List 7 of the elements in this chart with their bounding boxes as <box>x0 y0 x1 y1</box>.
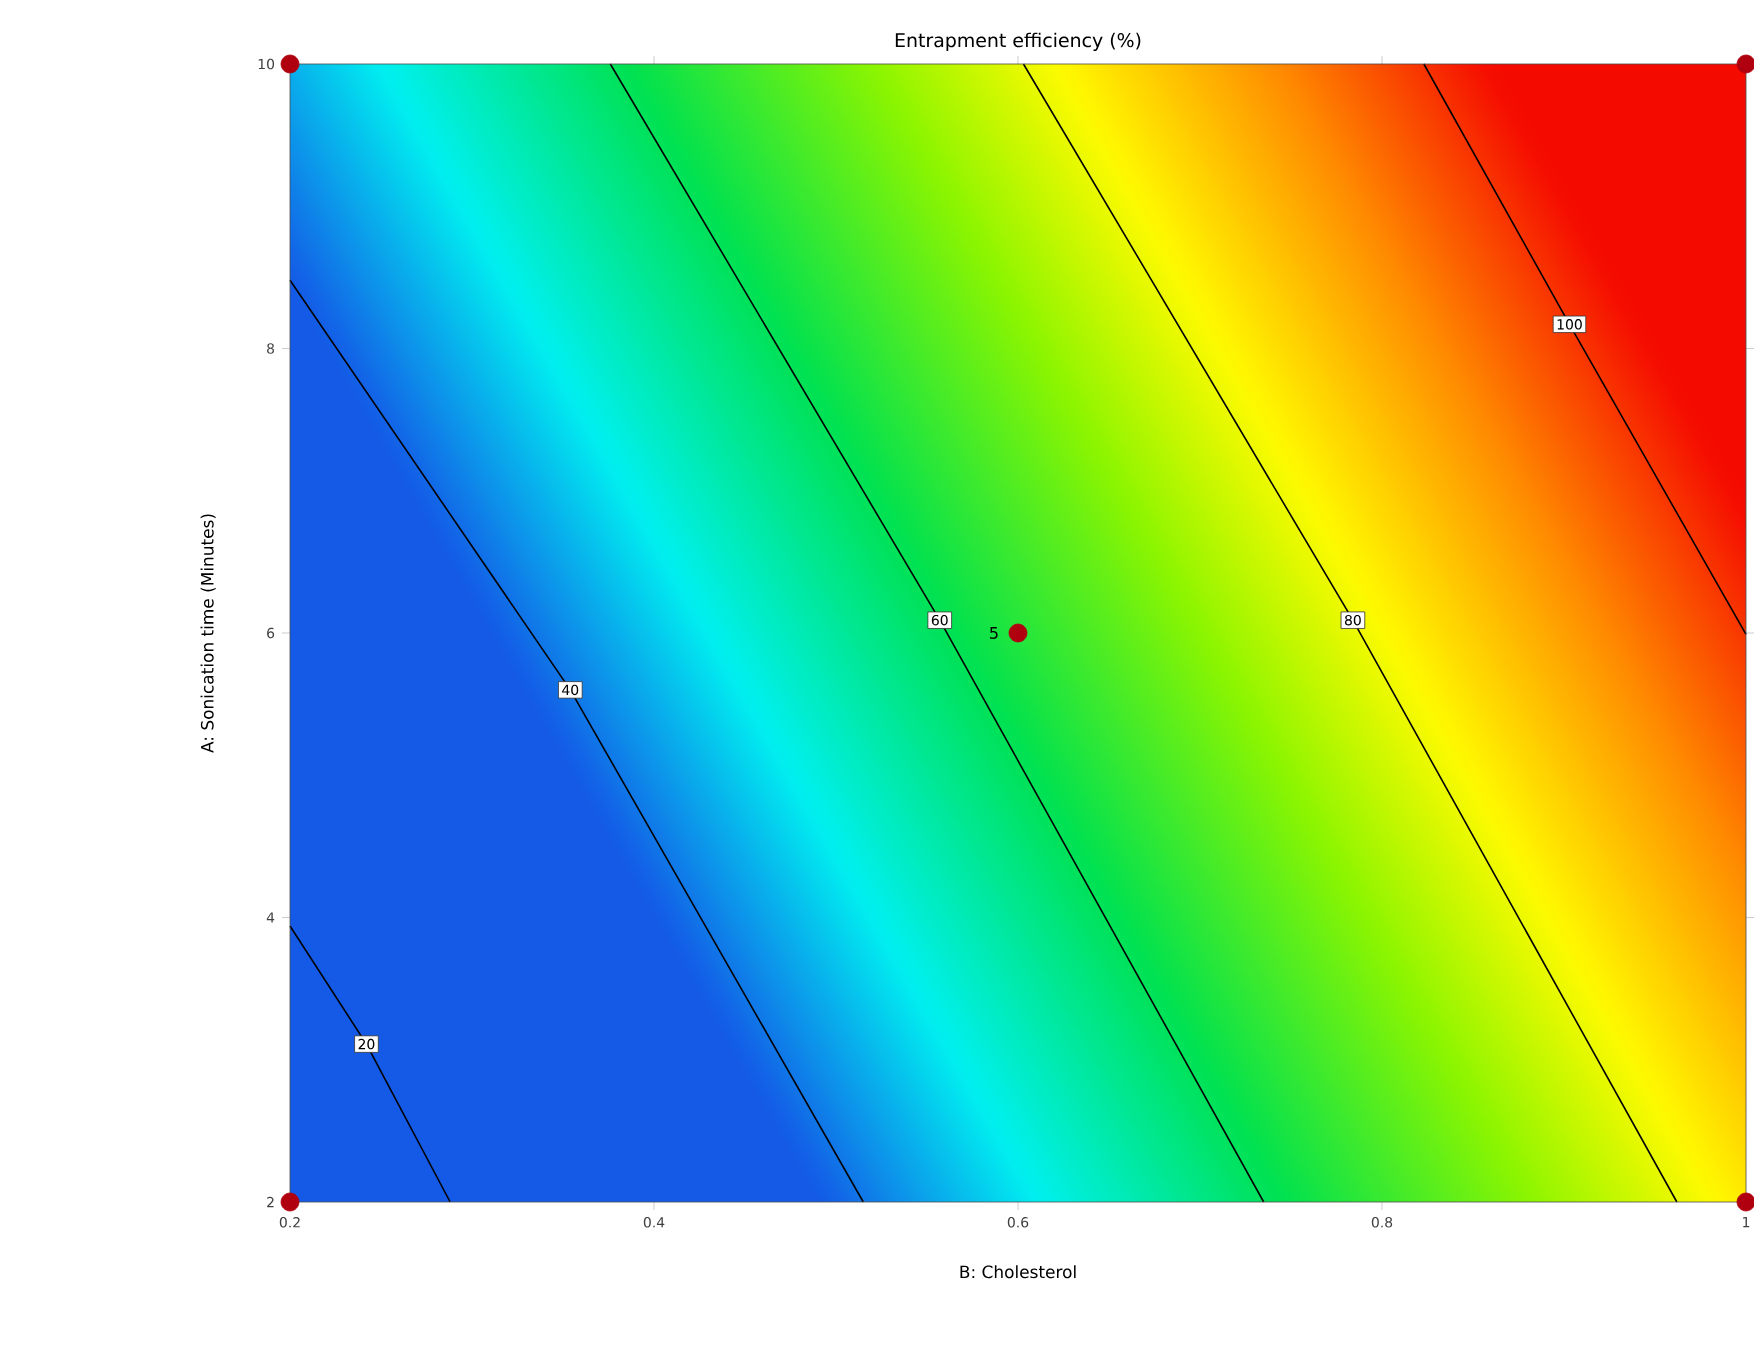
point <box>280 1192 300 1212</box>
x-axis-title: B: Cholesterol <box>960 1265 1076 1279</box>
point <box>1736 1192 1754 1212</box>
point <box>280 54 300 74</box>
point <box>1736 54 1754 74</box>
chart-title: Entrapment efficiency (%) <box>895 32 1141 51</box>
y-axis-title: A: Sonication time (Minutes) <box>200 514 216 753</box>
